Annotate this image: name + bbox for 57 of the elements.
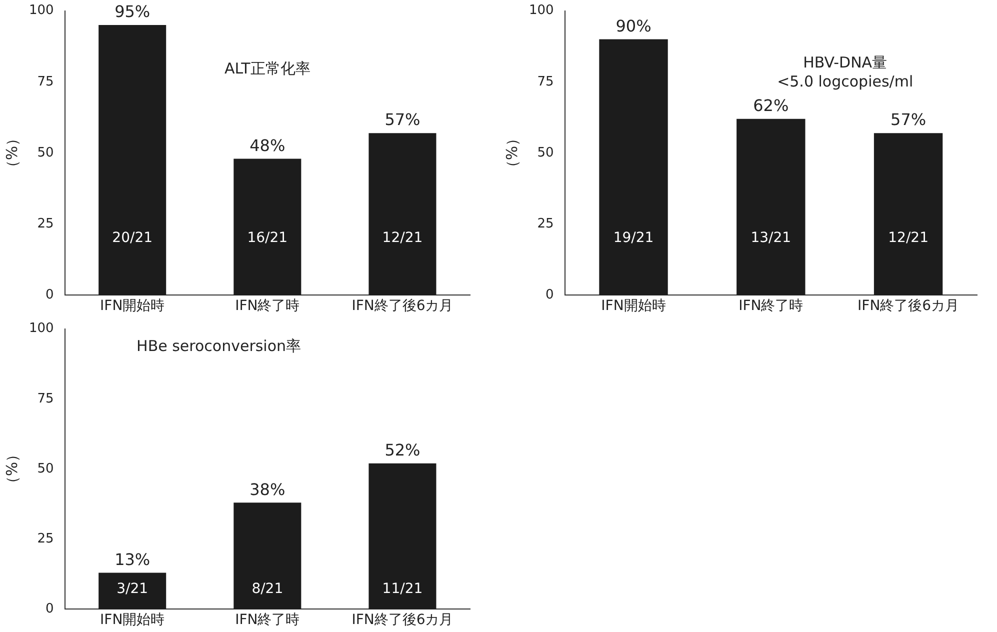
data-label: 57% <box>384 110 420 130</box>
bar <box>368 463 436 610</box>
bar <box>599 39 668 296</box>
x-tick-label: IFN終了時 <box>235 298 300 314</box>
annotation: 11/21 <box>382 581 423 598</box>
data-label: 95% <box>114 2 150 22</box>
y-axis-title: （%） <box>2 130 21 176</box>
y-tick-label: 25 <box>537 216 554 232</box>
data-label: 13% <box>114 550 150 569</box>
x-tick-label: IFN終了後6カ月 <box>352 298 454 314</box>
text: HBV-DNA量 <5.0 logcopies/ml <box>777 54 914 91</box>
x-tick-label: IFN終了時 <box>738 298 804 314</box>
y-tick-label: 75 <box>37 391 54 406</box>
data-label: 48% <box>250 136 286 155</box>
annotation: 12/21 <box>888 230 928 246</box>
annotation: 3/21 <box>116 581 148 598</box>
y-tick-label: 100 <box>528 3 554 18</box>
y-tick-label: 50 <box>37 461 54 476</box>
annotation: 20/21 <box>112 230 153 246</box>
x-tick-label: IFN終了後6カ月 <box>352 612 454 628</box>
data-label: 62% <box>753 96 789 116</box>
text: ALT正常化率 <box>224 59 310 78</box>
data-label: 38% <box>250 480 286 499</box>
y-tick-label: 75 <box>37 74 54 90</box>
text: HBe seroconversion率 <box>136 337 302 356</box>
data-label: 90% <box>616 16 652 36</box>
y-tick-label: 25 <box>37 531 54 546</box>
annotation: 8/21 <box>252 581 284 598</box>
annotation: 13/21 <box>750 230 792 246</box>
x-tick-label: IFN開始時 <box>100 298 165 314</box>
annotation: 12/21 <box>382 230 423 246</box>
data-label: 57% <box>890 110 926 130</box>
y-tick-label: 0 <box>46 602 54 617</box>
annotation: 16/21 <box>247 230 288 246</box>
bar <box>736 118 806 296</box>
x-tick-label: IFN終了後6カ月 <box>858 298 960 314</box>
y-tick-label: 0 <box>46 288 54 303</box>
bar <box>874 133 943 296</box>
x-tick-label: IFN開始時 <box>100 612 165 628</box>
bar <box>368 133 436 296</box>
bar <box>98 25 166 296</box>
y-tick-label: 100 <box>28 321 54 336</box>
bar <box>98 572 166 610</box>
y-tick-label: 50 <box>537 145 554 160</box>
y-tick-label: 50 <box>37 145 54 160</box>
y-tick-label: 0 <box>546 288 554 303</box>
y-tick-label: 75 <box>537 74 554 90</box>
y-axis-title: （%） <box>502 130 521 176</box>
data-label: 52% <box>384 440 420 460</box>
annotation: 19/21 <box>613 230 654 246</box>
y-tick-label: 100 <box>28 3 54 18</box>
y-tick-label: 25 <box>37 216 54 232</box>
x-tick-label: IFN終了時 <box>235 612 300 628</box>
bar <box>234 158 302 296</box>
bar <box>234 502 302 610</box>
y-axis-title: （%） <box>2 446 21 492</box>
x-tick-label: IFN開始時 <box>601 298 666 314</box>
